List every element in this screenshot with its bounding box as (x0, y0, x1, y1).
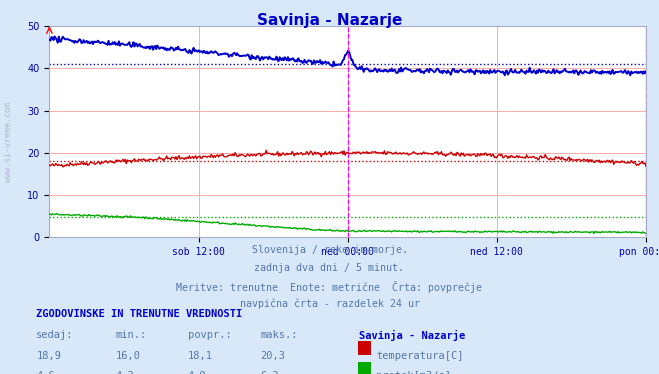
Text: povpr.:: povpr.: (188, 330, 231, 340)
Text: 16,0: 16,0 (115, 351, 140, 361)
Text: min.:: min.: (115, 330, 146, 340)
Text: Savinja - Nazarje: Savinja - Nazarje (257, 13, 402, 28)
Text: 4,6: 4,6 (36, 371, 55, 374)
Text: navpična črta - razdelek 24 ur: navpična črta - razdelek 24 ur (239, 299, 420, 309)
Text: 6,3: 6,3 (260, 371, 279, 374)
Text: Slovenija / reke in morje.: Slovenija / reke in morje. (252, 245, 407, 255)
Text: Meritve: trenutne  Enote: metrične  Črta: povprečje: Meritve: trenutne Enote: metrične Črta: … (177, 281, 482, 293)
Text: 4,3: 4,3 (115, 371, 134, 374)
Text: pretok[m3/s]: pretok[m3/s] (376, 371, 451, 374)
Text: Savinja - Nazarje: Savinja - Nazarje (359, 330, 465, 341)
Text: 18,1: 18,1 (188, 351, 213, 361)
Text: maks.:: maks.: (260, 330, 298, 340)
Text: temperatura[C]: temperatura[C] (376, 351, 464, 361)
Text: 20,3: 20,3 (260, 351, 285, 361)
Text: zadnja dva dni / 5 minut.: zadnja dva dni / 5 minut. (254, 263, 405, 273)
Text: www.si-vreme.com: www.si-vreme.com (4, 102, 13, 182)
Text: ZGODOVINSKE IN TRENUTNE VREDNOSTI: ZGODOVINSKE IN TRENUTNE VREDNOSTI (36, 309, 243, 319)
Text: 4,9: 4,9 (188, 371, 206, 374)
Text: 18,9: 18,9 (36, 351, 61, 361)
Text: sedaj:: sedaj: (36, 330, 74, 340)
